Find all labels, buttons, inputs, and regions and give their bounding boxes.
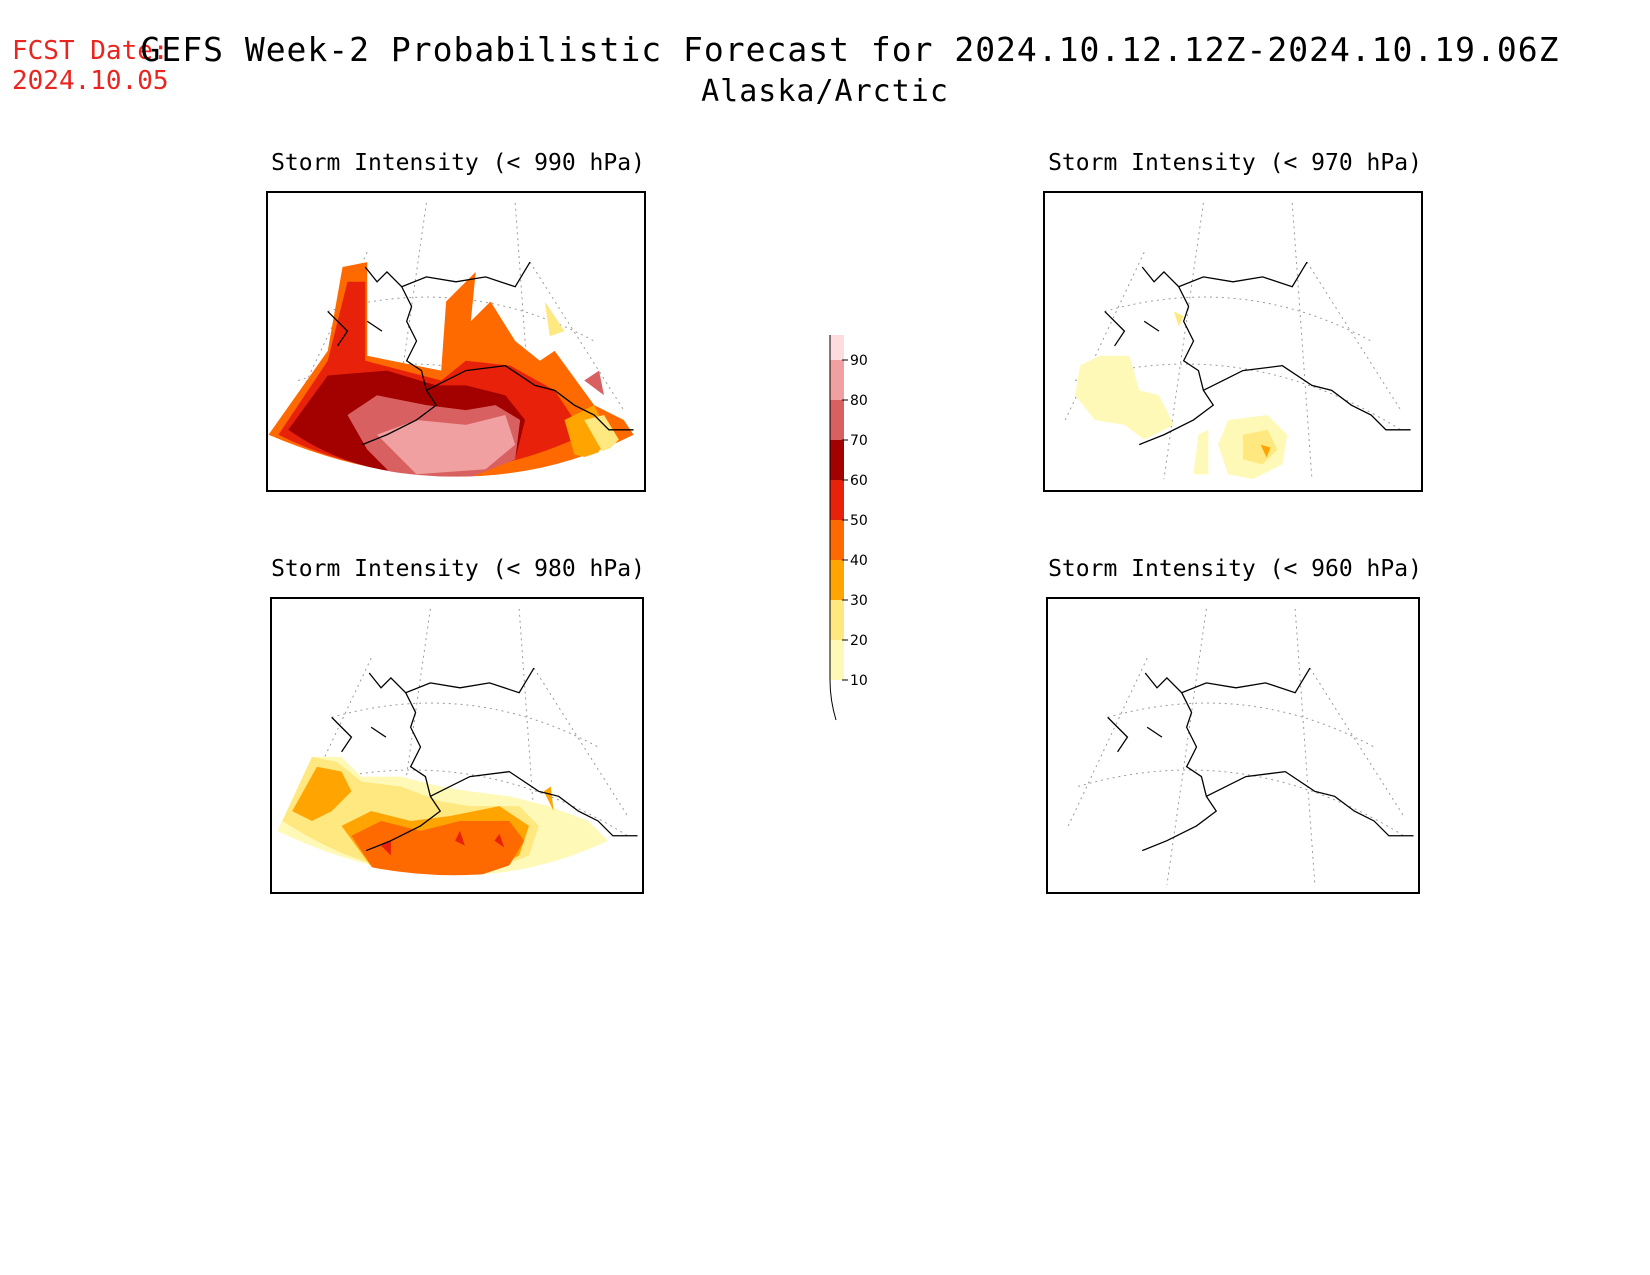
panel-title-970: Storm Intensity (< 970 hPa) <box>1048 150 1422 176</box>
colorbar-label: 10 <box>850 673 868 689</box>
colorbar-segment <box>830 400 844 440</box>
map-panel-960 <box>1046 597 1420 894</box>
panel-title-960: Storm Intensity (< 960 hPa) <box>1048 556 1422 582</box>
panel-title-980: Storm Intensity (< 980 hPa) <box>271 556 645 582</box>
colorbar-label: 80 <box>850 393 868 409</box>
map-panel-980 <box>270 597 644 894</box>
map-970 <box>1064 202 1411 480</box>
colorbar-label: 50 <box>850 513 868 529</box>
panel-title-990: Storm Intensity (< 990 hPa) <box>271 150 645 176</box>
colorbar-segment <box>830 440 844 480</box>
colorbar-segment <box>830 480 844 520</box>
map-panel-970 <box>1043 191 1423 492</box>
forecast-date-label: FCST Date: 2024.10.05 <box>12 36 169 96</box>
colorbar-label: 20 <box>850 633 868 649</box>
colorbar-segment <box>830 600 844 640</box>
colorbar-segment <box>830 360 844 400</box>
region-subtitle: Alaska/Arctic <box>701 74 949 109</box>
map-980 <box>272 608 642 892</box>
colorbar-label: 60 <box>850 473 868 489</box>
colorbar-label: 70 <box>850 433 868 449</box>
map-990 <box>268 202 644 490</box>
colorbar-label: 40 <box>850 553 868 569</box>
map-panel-990 <box>266 191 646 492</box>
fcst-date: 2024.10.05 <box>12 66 169 96</box>
colorbar-label: 90 <box>850 353 868 369</box>
colorbar-segment <box>830 640 844 680</box>
probability-colorbar: 10 20 30 40 50 60 70 80 90 <box>829 335 868 721</box>
colorbar-segment <box>830 560 844 600</box>
colorbar-segment <box>830 335 844 360</box>
colorbar-label: 30 <box>850 593 868 609</box>
map-960 <box>1067 608 1414 886</box>
colorbar-outline <box>829 335 837 721</box>
fcst-label: FCST Date: <box>12 36 169 66</box>
colorbar-segment <box>830 520 844 560</box>
page-title: GEFS Week-2 Probabilistic Forecast for 2… <box>140 30 1560 69</box>
